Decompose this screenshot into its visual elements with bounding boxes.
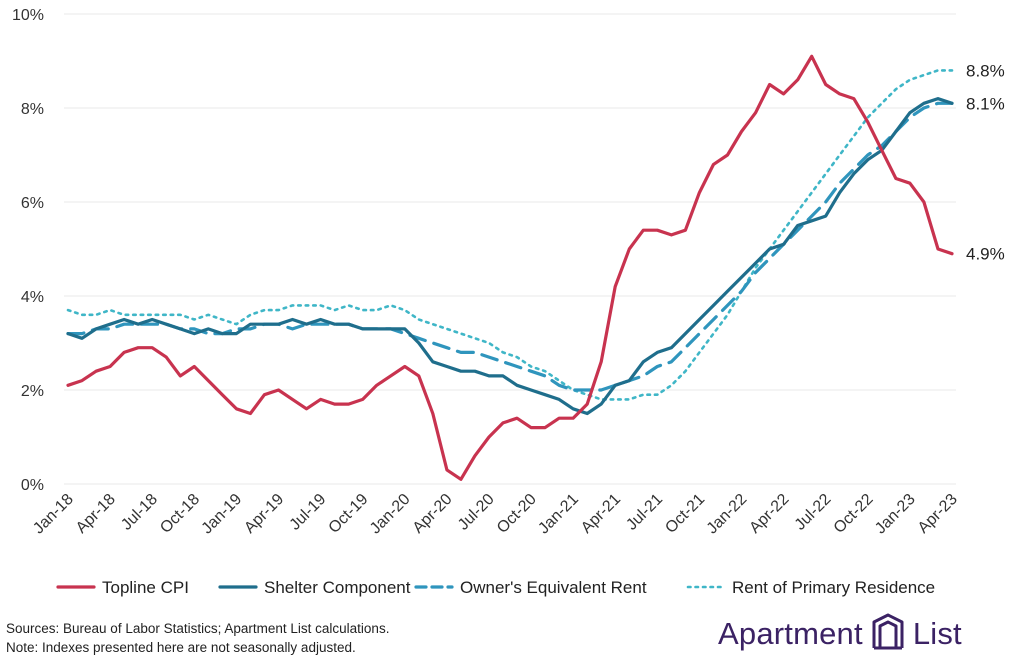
x-tick-label: Jan-21 [535,491,582,538]
end-value-label: 8.8% [966,61,1005,80]
series-line-owner-s-equivalent-rent [66,101,954,392]
series-line-shelter-component [66,96,954,416]
source-note: Sources: Bureau of Labor Statistics; Apa… [6,621,390,636]
x-tick-label: Apr-20 [410,491,456,537]
seasonal-note: Note: Indexes presented here are not sea… [6,640,356,655]
x-tick-label: Oct-22 [831,491,877,537]
legend-label: Rent of Primary Residence [732,578,935,597]
legend-label: Shelter Component [264,578,411,597]
x-tick-label: Jul-20 [455,491,498,534]
y-tick-label: 6% [21,195,44,212]
x-tick-label: Oct-21 [662,491,708,537]
footnotes: Sources: Bureau of Labor Statistics; Apa… [6,619,389,657]
y-axis: 0% 2% 4% 6% 8% 10% [12,7,44,494]
x-tick-label: Jul-21 [623,491,666,534]
logo-word-apartment: Apartment [718,616,863,651]
x-tick-label: Jan-22 [704,491,751,538]
logo-word-list: List [912,616,962,651]
legend-label: Topline CPI [102,578,189,597]
y-tick-label: 4% [21,289,44,306]
x-tick-label: Jan-18 [30,491,77,538]
x-tick-label: Jul-22 [792,491,835,534]
apartment-list-logo-icon [871,612,905,657]
series-line-rent-of-primary-residence [66,69,954,401]
end-value-label: 8.1% [966,94,1005,113]
grid-lines [64,13,956,485]
apartment-list-logo: Apartment List [718,612,962,656]
x-tick-label: Apr-19 [241,491,287,537]
x-tick-label: Oct-18 [157,491,203,537]
series-line-topline-cpi [66,54,954,481]
x-tick-label: Jul-18 [118,491,161,534]
x-tick-label: Oct-20 [494,491,540,537]
end-labels: 8.8% 8.1% 4.9% [966,61,1005,263]
y-tick-label: 10% [12,7,44,24]
x-tick-label: Jan-19 [199,491,246,538]
end-value-label: 4.9% [966,245,1005,264]
x-tick-label: Jan-20 [367,491,414,538]
series-lines [66,54,954,481]
y-tick-label: 0% [21,477,44,494]
y-tick-label: 8% [21,101,44,118]
x-tick-label: Oct-19 [326,491,372,537]
legend-label: Owner's Equivalent Rent [460,578,647,597]
legend: Topline CPI Shelter Component Owner's Equi… [56,578,935,597]
x-tick-label: Jul-19 [287,491,330,534]
x-tick-label: Apr-23 [915,491,961,537]
y-tick-label: 2% [21,383,44,400]
x-tick-label: Apr-22 [746,491,792,537]
x-tick-label: Jan-23 [872,491,919,538]
x-tick-label: Apr-18 [73,491,119,537]
x-tick-label: Apr-21 [578,491,624,537]
